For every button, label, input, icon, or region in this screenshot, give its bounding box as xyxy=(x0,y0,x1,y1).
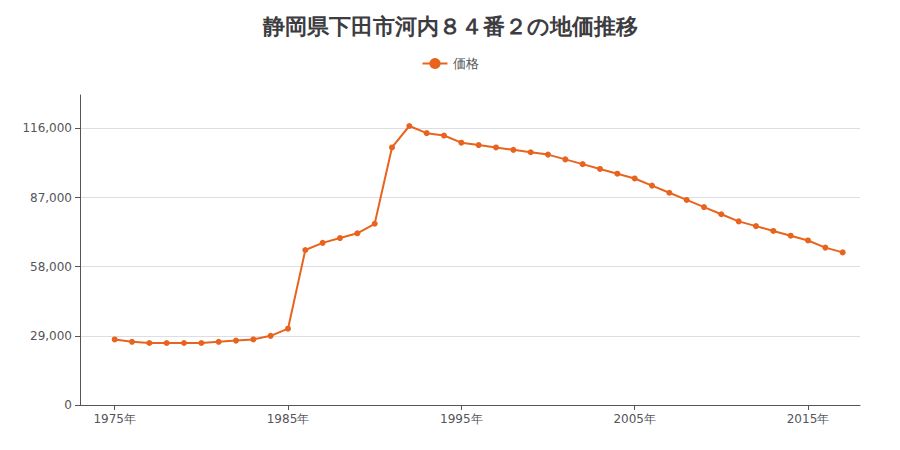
svg-text:2015年: 2015年 xyxy=(787,412,830,426)
svg-text:価格: 価格 xyxy=(453,56,479,71)
svg-text:2005年: 2005年 xyxy=(613,412,656,426)
svg-text:1975年: 1975年 xyxy=(93,412,136,426)
svg-text:116,000: 116,000 xyxy=(22,121,72,135)
svg-text:58,000: 58,000 xyxy=(30,260,72,274)
svg-text:0: 0 xyxy=(64,398,72,412)
svg-text:静岡県下田市河内８４番２の地価推移: 静岡県下田市河内８４番２の地価推移 xyxy=(262,14,638,39)
svg-text:87,000: 87,000 xyxy=(30,191,72,205)
svg-text:1985年: 1985年 xyxy=(267,412,310,426)
svg-text:1995年: 1995年 xyxy=(440,412,483,426)
svg-text:29,000: 29,000 xyxy=(30,329,72,343)
